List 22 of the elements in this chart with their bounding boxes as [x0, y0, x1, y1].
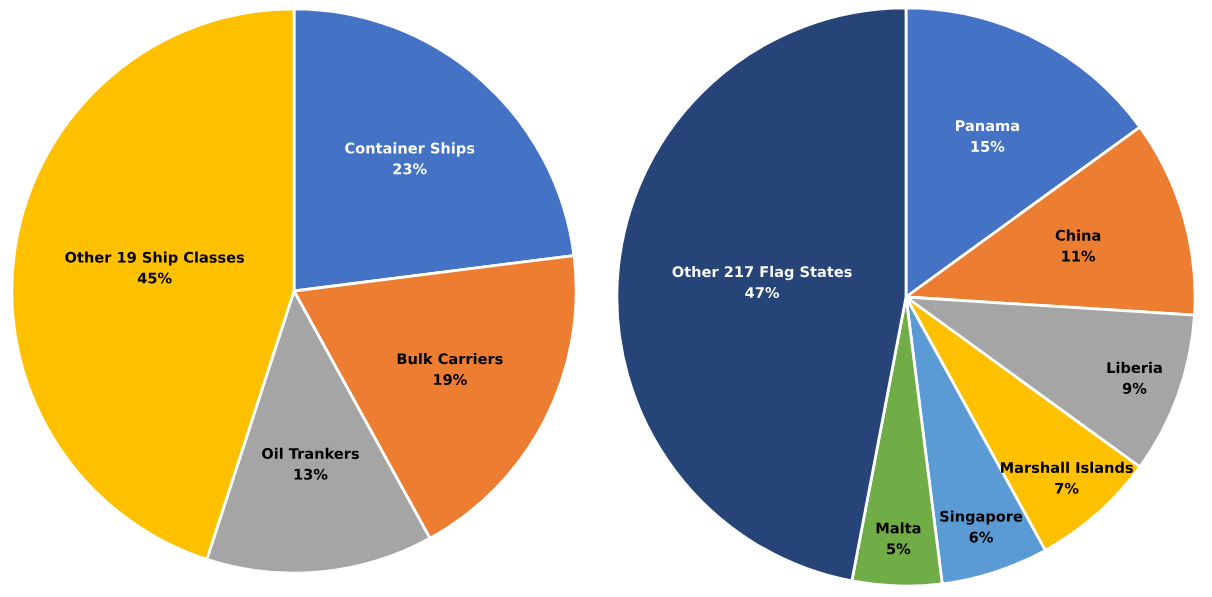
slice-label: Container Ships — [345, 142, 475, 157]
data-label: 9% — [1122, 382, 1147, 394]
slice-label: Marshall Islands — [1000, 461, 1133, 474]
slice-label: Oil Trankers — [262, 447, 359, 460]
data-label: 11% — [1062, 250, 1096, 262]
slice-label: Liberia — [1107, 361, 1162, 374]
slice-label: Singapore — [940, 510, 1023, 525]
data-label: 15% — [971, 140, 1005, 152]
slice-label: Bulk Carriers — [397, 352, 503, 365]
data-label: 19% — [434, 374, 467, 386]
data-label: 6% — [969, 531, 993, 543]
data-label: 5% — [887, 543, 911, 555]
slice-label: Other 19 Ship Classes — [65, 251, 245, 266]
slice-label: Other 217 Flag States — [672, 265, 852, 281]
data-label: 7% — [1055, 482, 1079, 494]
slice-label: China — [1055, 229, 1101, 241]
data-label: 47% — [745, 287, 780, 299]
data-label: 23% — [393, 163, 427, 175]
slice-label: Malta — [876, 522, 921, 534]
data-label: 13% — [294, 468, 328, 480]
slice-label: Panama — [956, 120, 1019, 132]
data-label: 45% — [137, 272, 172, 284]
